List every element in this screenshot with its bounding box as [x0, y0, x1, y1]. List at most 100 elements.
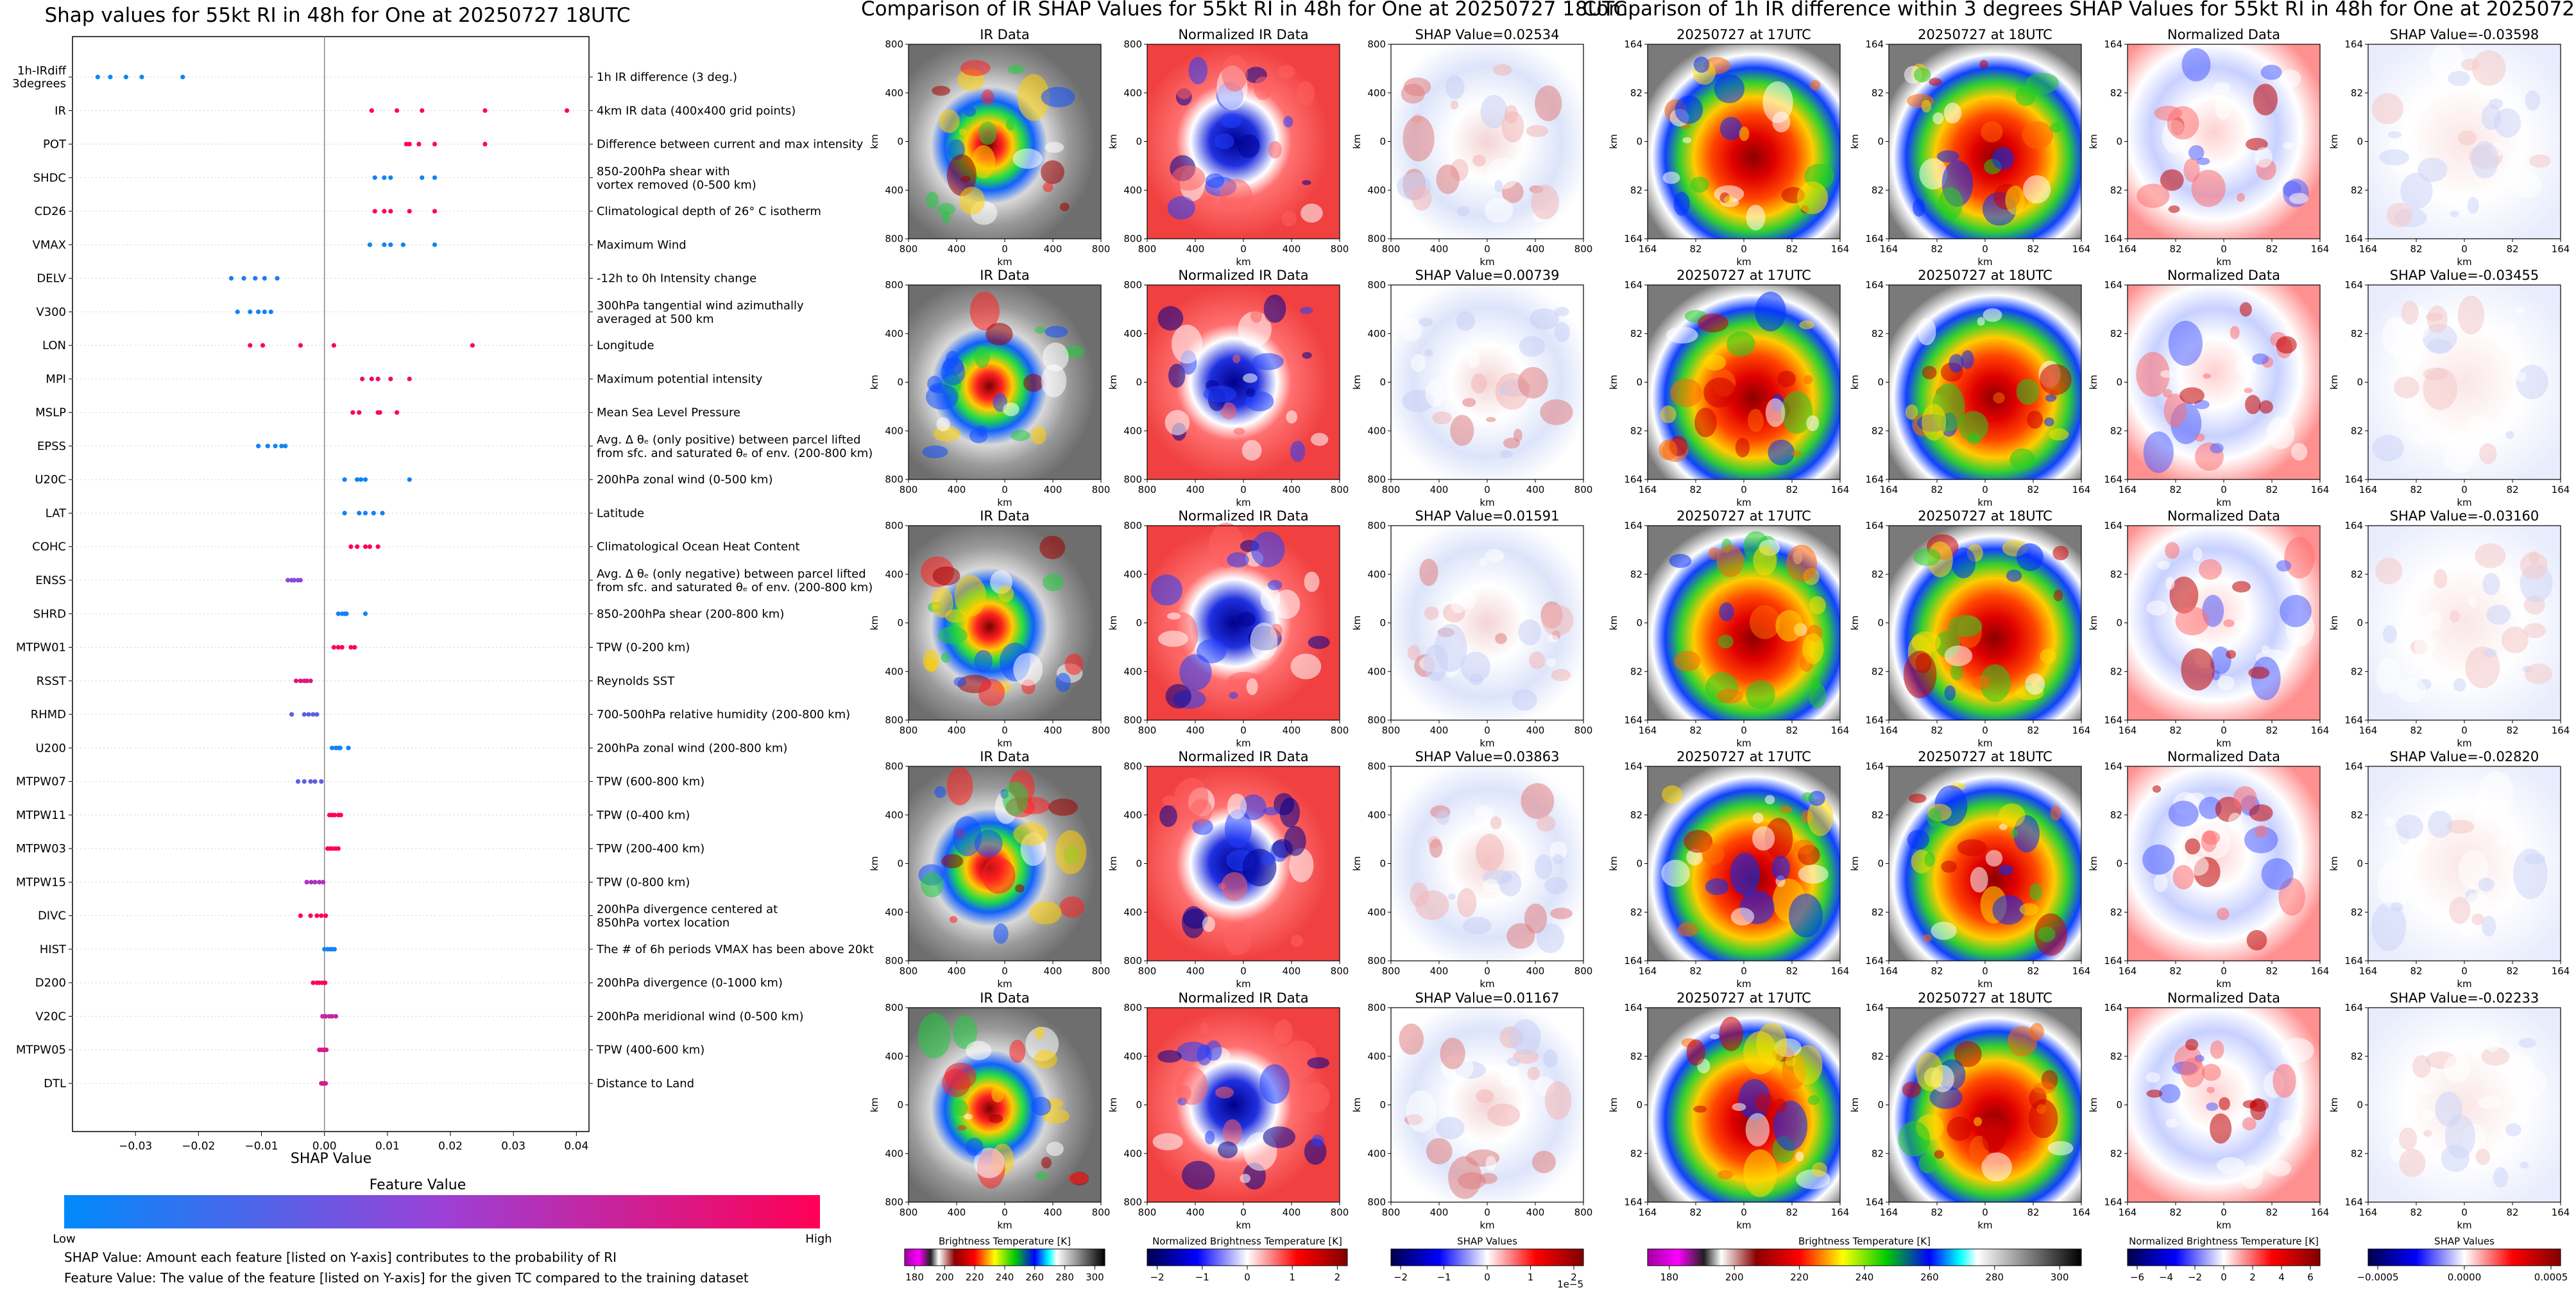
texture-blob [1260, 852, 1275, 866]
texture-blob [1467, 351, 1480, 368]
texture-blob [937, 626, 968, 644]
x-tick-label: 0 [1982, 965, 1988, 977]
texture-blob [960, 176, 971, 182]
shap-point [482, 108, 488, 113]
texture-blob [2036, 1104, 2047, 1114]
y-tick-label: 164 [1865, 1002, 1884, 1013]
y-tick-label: 400 [1123, 906, 1142, 918]
y-axis-label: km [869, 856, 880, 871]
x-tick-label: 82 [2265, 725, 2278, 736]
panel-title: 20250727 at 18UTC [1918, 508, 2052, 524]
texture-blob [2033, 1082, 2056, 1094]
x-axis-label: km [997, 497, 1012, 508]
texture-blob [1182, 908, 1208, 929]
feature-name: MTPW01 [16, 641, 66, 655]
x-tick-label: 82 [2169, 484, 2181, 495]
texture-blob [1985, 850, 2003, 867]
texture-blob [2501, 626, 2529, 653]
panel-title: IR Data [980, 749, 1030, 764]
feature-description: The # of 6h periods VMAX has been above … [596, 943, 874, 956]
texture-blob [1764, 795, 1775, 805]
y-tick-label: 82 [2110, 809, 2122, 821]
texture-blob [1479, 1173, 1497, 1184]
shap-point [372, 209, 377, 214]
colorbar-tick-label: 180 [1660, 1271, 1678, 1283]
y-tick-label: 400 [885, 425, 903, 436]
y-axis-label: km [2088, 616, 2099, 630]
x-tick-label: 164 [1880, 965, 1898, 977]
feature-name: U200 [35, 741, 66, 755]
y-tick-label: 800 [1123, 474, 1142, 485]
texture-blob [2206, 1087, 2215, 1094]
x-tick-label: 82 [1786, 725, 1798, 736]
y-tick-label: 400 [885, 666, 903, 677]
texture-blob [1529, 651, 1546, 669]
x-tick-label: 82 [2265, 1207, 2278, 1218]
x-axis-label: km [1480, 497, 1494, 508]
texture-blob [1795, 1151, 1804, 1162]
texture-blob [2019, 903, 2039, 916]
x-tick-label: 800 [1138, 965, 1157, 977]
feature-name: LON [42, 339, 66, 352]
y-tick-label: 82 [1872, 1148, 1884, 1159]
texture-blob [1233, 354, 1241, 363]
x-tick-label: 400 [1283, 484, 1301, 495]
y-tick-label: 0 [897, 617, 903, 629]
texture-blob [1456, 311, 1475, 331]
texture-blob [2511, 172, 2543, 198]
colorbar-tick-label: 1 [1289, 1271, 1295, 1283]
y-tick-label: 400 [1123, 666, 1142, 677]
x-tick-label: 0 [2461, 243, 2468, 255]
texture-blob [1934, 1150, 1944, 1159]
x-tick-label: 82 [1786, 243, 1798, 255]
feature-description: Latitude [597, 506, 644, 520]
panel-title: Normalized IR Data [1178, 990, 1308, 1006]
shap-point [329, 1013, 335, 1019]
texture-blob [1902, 1081, 1922, 1098]
colorbar-tick-label: 200 [935, 1271, 954, 1283]
texture-blob [1666, 326, 1698, 344]
texture-blob [1419, 558, 1438, 586]
texture-blob [1979, 664, 2011, 702]
texture-blob [2228, 813, 2242, 829]
y-tick-label: 800 [885, 1196, 903, 1208]
feature-description: Maximum potential intensity [597, 372, 763, 386]
texture-blob [1755, 291, 1786, 332]
texture-blob [2479, 771, 2514, 816]
shap-point [407, 141, 412, 147]
texture-blob [1215, 1087, 1234, 1099]
texture-blob [1222, 55, 1248, 92]
texture-blob [2419, 1083, 2434, 1095]
texture-blob [1479, 558, 1487, 567]
texture-blob [1913, 198, 1925, 217]
texture-blob [2392, 327, 2424, 371]
colorbar: Brightness Temperature [K] 180 200 220 240 26… [1647, 1236, 2082, 1283]
texture-blob [1429, 838, 1443, 858]
texture-blob [953, 676, 967, 687]
x-tick-label: 0 [1982, 1207, 1988, 1218]
texture-blob [1289, 848, 1314, 883]
y-axis-label: km [2328, 856, 2340, 871]
texture-blob [1753, 546, 1777, 576]
texture-blob [1909, 793, 1927, 804]
texture-blob [1659, 440, 1678, 460]
x-tick-label: 82 [2265, 484, 2278, 495]
texture-blob [1229, 692, 1238, 699]
texture-blob [2160, 169, 2184, 191]
texture-blob [1947, 1116, 1972, 1141]
y-tick-label: 0 [2116, 858, 2122, 870]
texture-blob [1809, 80, 1821, 90]
y-tick-label: 82 [1630, 425, 1642, 436]
texture-blob [1064, 653, 1084, 675]
texture-blob [2479, 443, 2497, 465]
feature-value-colorbar [64, 1195, 820, 1228]
texture-blob [1739, 126, 1750, 141]
shap-point [312, 879, 318, 884]
x-axis-label: km [1480, 1219, 1494, 1231]
x-tick-label: 82 [2265, 243, 2278, 255]
shap-point [363, 510, 368, 516]
y-tick-label: 800 [885, 714, 903, 726]
